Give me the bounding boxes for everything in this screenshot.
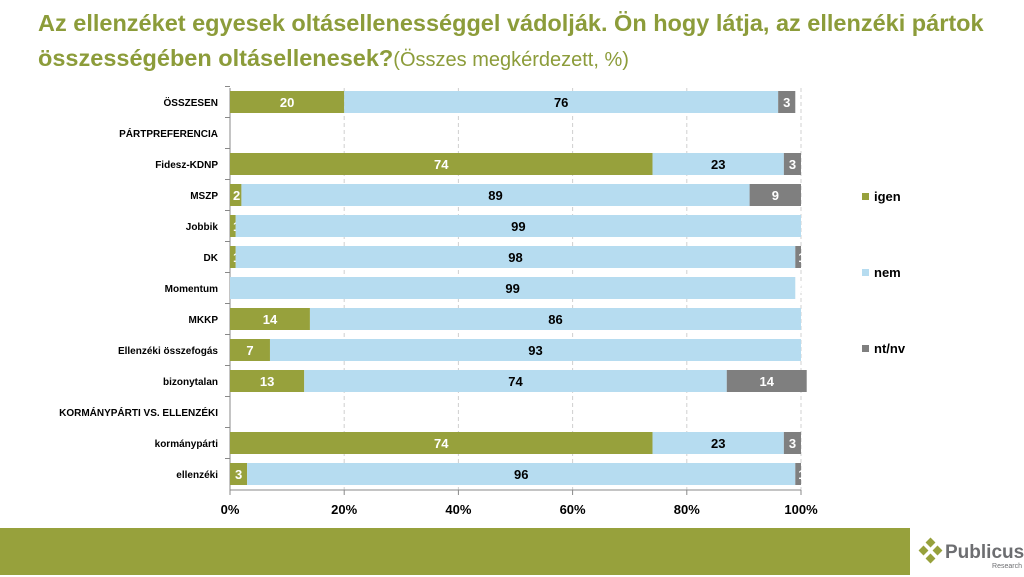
category-label: Jobbik [186,222,219,233]
bar-nem [230,277,796,299]
bar-igen [230,91,345,113]
bar-nt-nv [778,91,796,113]
bar-igen [230,246,236,268]
data-label: 3 [789,157,796,172]
data-label: 3 [783,95,790,110]
bar-nt-nv [783,432,801,454]
chart-title: Az ellenzéket egyesek oltásellenességgel… [38,6,998,78]
x-tick-label: 40% [445,502,471,517]
data-label: 74 [508,374,523,389]
svg-text:Research: Research [992,563,1022,570]
data-label: 89 [488,188,502,203]
category-label: MKKP [189,315,219,326]
bar-nem [235,215,801,237]
data-label: 14 [263,312,278,327]
bar-igen [230,370,305,392]
title-sub: (Összes megkérdezett, %) [393,49,629,71]
data-label: 1 [798,467,805,482]
data-label: 74 [434,436,449,451]
footer-band [0,528,910,575]
stacked-bar-chart: 0% 20% 40% 60% 80% 100%ÖSSZESEN 20 76 3PÁRTPREFE… [59,86,906,517]
data-label: 86 [548,312,562,327]
x-tick-label: 60% [560,502,586,517]
data-label: 2 [233,188,240,203]
bar-nem [304,370,727,392]
bar-igen [230,463,248,485]
bar-nem [269,339,802,361]
bar-nt-nv [749,184,801,206]
data-label: 99 [511,219,525,234]
x-tick-label: 80% [674,502,700,517]
bar-igen [230,432,653,454]
bar-igen [230,339,270,361]
bar-nt-nv [795,463,801,485]
data-label: 0 [804,219,811,234]
legend-label: nem [874,265,901,280]
category-label: Fidesz-KDNP [155,160,218,171]
bar-nt-nv [795,246,801,268]
category-label: KORMÁNYPÁRTI VS. ELLENZÉKI [59,406,218,419]
legend-marker [862,193,869,200]
data-label: 1 [798,250,805,265]
legend-marker [862,269,869,276]
data-label: 23 [711,436,725,451]
bar-nem [247,463,796,485]
bar-igen [230,153,653,175]
legend-label: igen [874,189,901,204]
data-label: 96 [514,467,528,482]
data-label: 93 [528,343,542,358]
data-label: 0 [804,343,811,358]
data-label: 20 [280,95,294,110]
bar-nem [235,246,796,268]
bar-nt-nv [783,153,801,175]
category-label: bizonytalan [163,377,218,388]
legend-marker [862,345,869,352]
data-label: 13 [260,374,274,389]
category-label: ÖSSZESEN [164,96,218,109]
bar-nem [652,153,784,175]
data-label: 9 [772,188,779,203]
title-main: Az ellenzéket egyesek oltásellenességgel… [38,10,984,71]
data-label: 0 [804,312,811,327]
data-label: 0 [798,281,805,296]
data-label: 23 [711,157,725,172]
bar-igen [230,308,310,330]
svg-text:Publicus: Publicus [945,542,1024,563]
bar-nem [241,184,750,206]
category-label: PÁRTPREFERENCIA [119,127,218,140]
bar-igen [230,184,242,206]
data-label: 99 [505,281,519,296]
bar-nt-nv [726,370,807,392]
data-label: 14 [760,374,775,389]
category-label: ellenzéki [176,470,218,481]
publicus-logo: Publicus Research [918,536,1024,572]
category-label: kormánypárti [155,439,219,450]
x-tick-label: 20% [331,502,357,517]
data-label: 3 [235,467,242,482]
data-label: 76 [554,95,568,110]
category-label: DK [204,253,219,264]
bar-nem [309,308,801,330]
category-label: MSZP [190,191,218,202]
bar-nem [652,432,784,454]
category-label: Momentum [165,284,218,295]
legend-label: nt/nv [874,341,906,356]
data-label: 74 [434,157,449,172]
data-label: 7 [246,343,253,358]
x-tick-label: 100% [784,502,818,517]
category-label: Ellenzéki összefogás [118,346,218,357]
data-label: 3 [789,436,796,451]
bar-nem [344,91,779,113]
bar-igen [230,215,236,237]
data-label: 98 [508,250,522,265]
x-tick-label: 0% [221,502,240,517]
